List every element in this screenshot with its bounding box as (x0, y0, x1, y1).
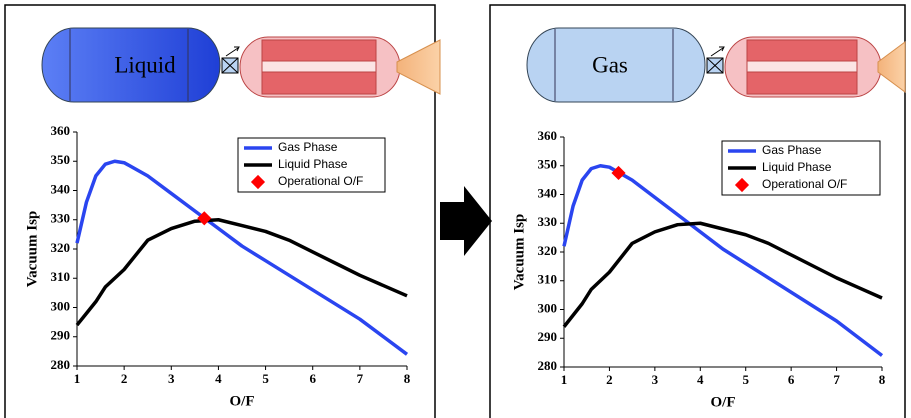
y-tick-label: 360 (51, 123, 71, 138)
nozzle (877, 41, 906, 93)
y-tick-label: 330 (538, 214, 558, 229)
x-tick-label: 5 (262, 371, 269, 386)
y-tick-label: 320 (51, 240, 71, 255)
y-tick-label: 360 (538, 128, 558, 143)
y-tick-label: 290 (538, 329, 558, 344)
engine-diagram: Liquid (41, 27, 441, 103)
x-tick-label: 2 (121, 371, 128, 386)
y-tick-label: 350 (51, 152, 71, 167)
x-tick-label: 8 (404, 371, 411, 386)
legend-label: Operational O/F (278, 174, 363, 188)
x-tick-label: 2 (606, 372, 613, 387)
operating-point (611, 165, 626, 181)
legend-label: Liquid Phase (762, 160, 832, 174)
y-axis-label: Vacuum Isp (511, 214, 527, 291)
legend-label: Liquid Phase (278, 157, 348, 171)
y-tick-label: 300 (51, 298, 71, 313)
panel-frame (4, 4, 436, 418)
y-tick-label: 310 (51, 269, 71, 284)
valve-symbol (221, 46, 240, 74)
legend-swatch (250, 174, 266, 190)
x-tick-label: 6 (788, 372, 795, 387)
valve-symbol (706, 46, 725, 74)
y-axis-label: Vacuum Isp (24, 211, 40, 288)
x-tick-label: 4 (215, 371, 222, 386)
tank-label: Gas (592, 52, 628, 77)
x-tick-label: 3 (168, 371, 175, 386)
operating-point (197, 211, 212, 226)
series-line (75, 218, 408, 327)
x-tick-label: 1 (74, 371, 81, 386)
y-tick-label: 350 (538, 157, 558, 172)
x-tick-label: 1 (561, 372, 568, 387)
y-tick-label: 320 (538, 243, 558, 258)
x-axis-label: O/F (230, 393, 255, 409)
engine-diagram: Gas (526, 27, 906, 103)
panel-frame (489, 4, 906, 418)
x-tick-label: 8 (879, 372, 886, 387)
x-tick-label: 3 (652, 372, 659, 387)
y-tick-label: 280 (51, 357, 71, 372)
legend-swatch (734, 177, 750, 193)
x-tick-label: 5 (742, 372, 749, 387)
legend-label: Operational O/F (762, 177, 847, 191)
legend-label: Gas Phase (762, 143, 822, 157)
y-tick-label: 300 (538, 300, 558, 315)
y-tick-label: 330 (51, 211, 71, 226)
transition-arrow (440, 186, 492, 256)
tank-label: Liquid (114, 52, 176, 77)
y-tick-label: 340 (538, 185, 558, 200)
y-tick-label: 290 (51, 328, 71, 343)
x-tick-label: 7 (357, 371, 364, 386)
chamber-port (261, 60, 377, 73)
y-tick-label: 340 (51, 181, 71, 196)
y-tick-label: 310 (538, 272, 558, 287)
series-line (562, 221, 883, 328)
chamber-port (746, 60, 858, 73)
y-tick-label: 280 (538, 358, 558, 373)
tank (41, 27, 221, 103)
x-tick-label: 7 (833, 372, 840, 387)
legend-label: Gas Phase (278, 140, 338, 154)
x-axis-label: O/F (711, 394, 736, 410)
x-tick-label: 6 (309, 371, 316, 386)
tank (526, 27, 706, 103)
x-tick-label: 4 (697, 372, 704, 387)
nozzle (396, 39, 441, 95)
